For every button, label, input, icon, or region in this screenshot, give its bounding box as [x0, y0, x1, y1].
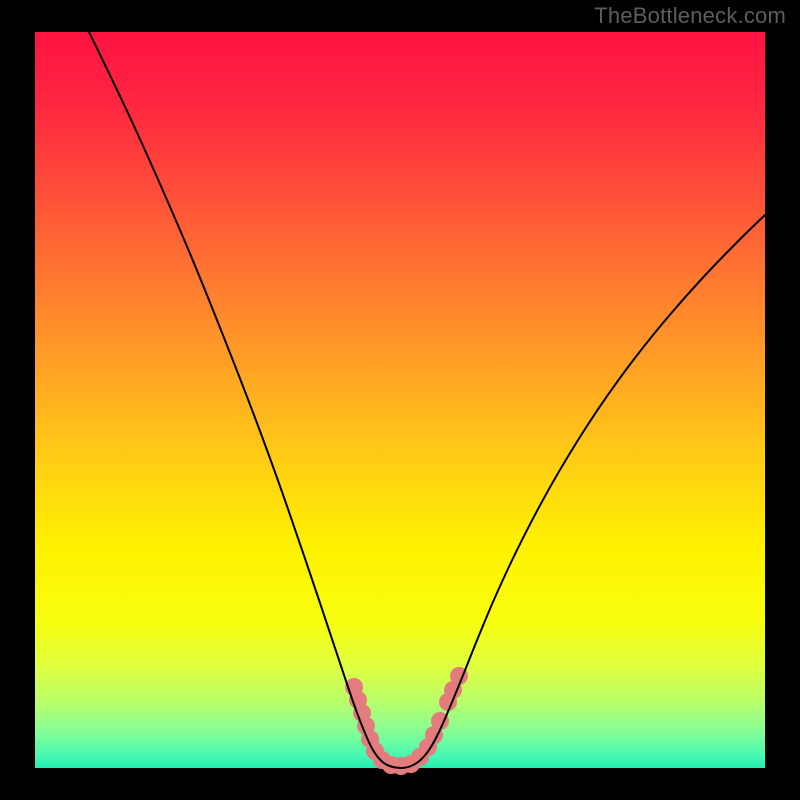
- bottleneck-chart: [0, 0, 800, 800]
- watermark-text: TheBottleneck.com: [594, 3, 786, 29]
- plot-background: [35, 32, 765, 768]
